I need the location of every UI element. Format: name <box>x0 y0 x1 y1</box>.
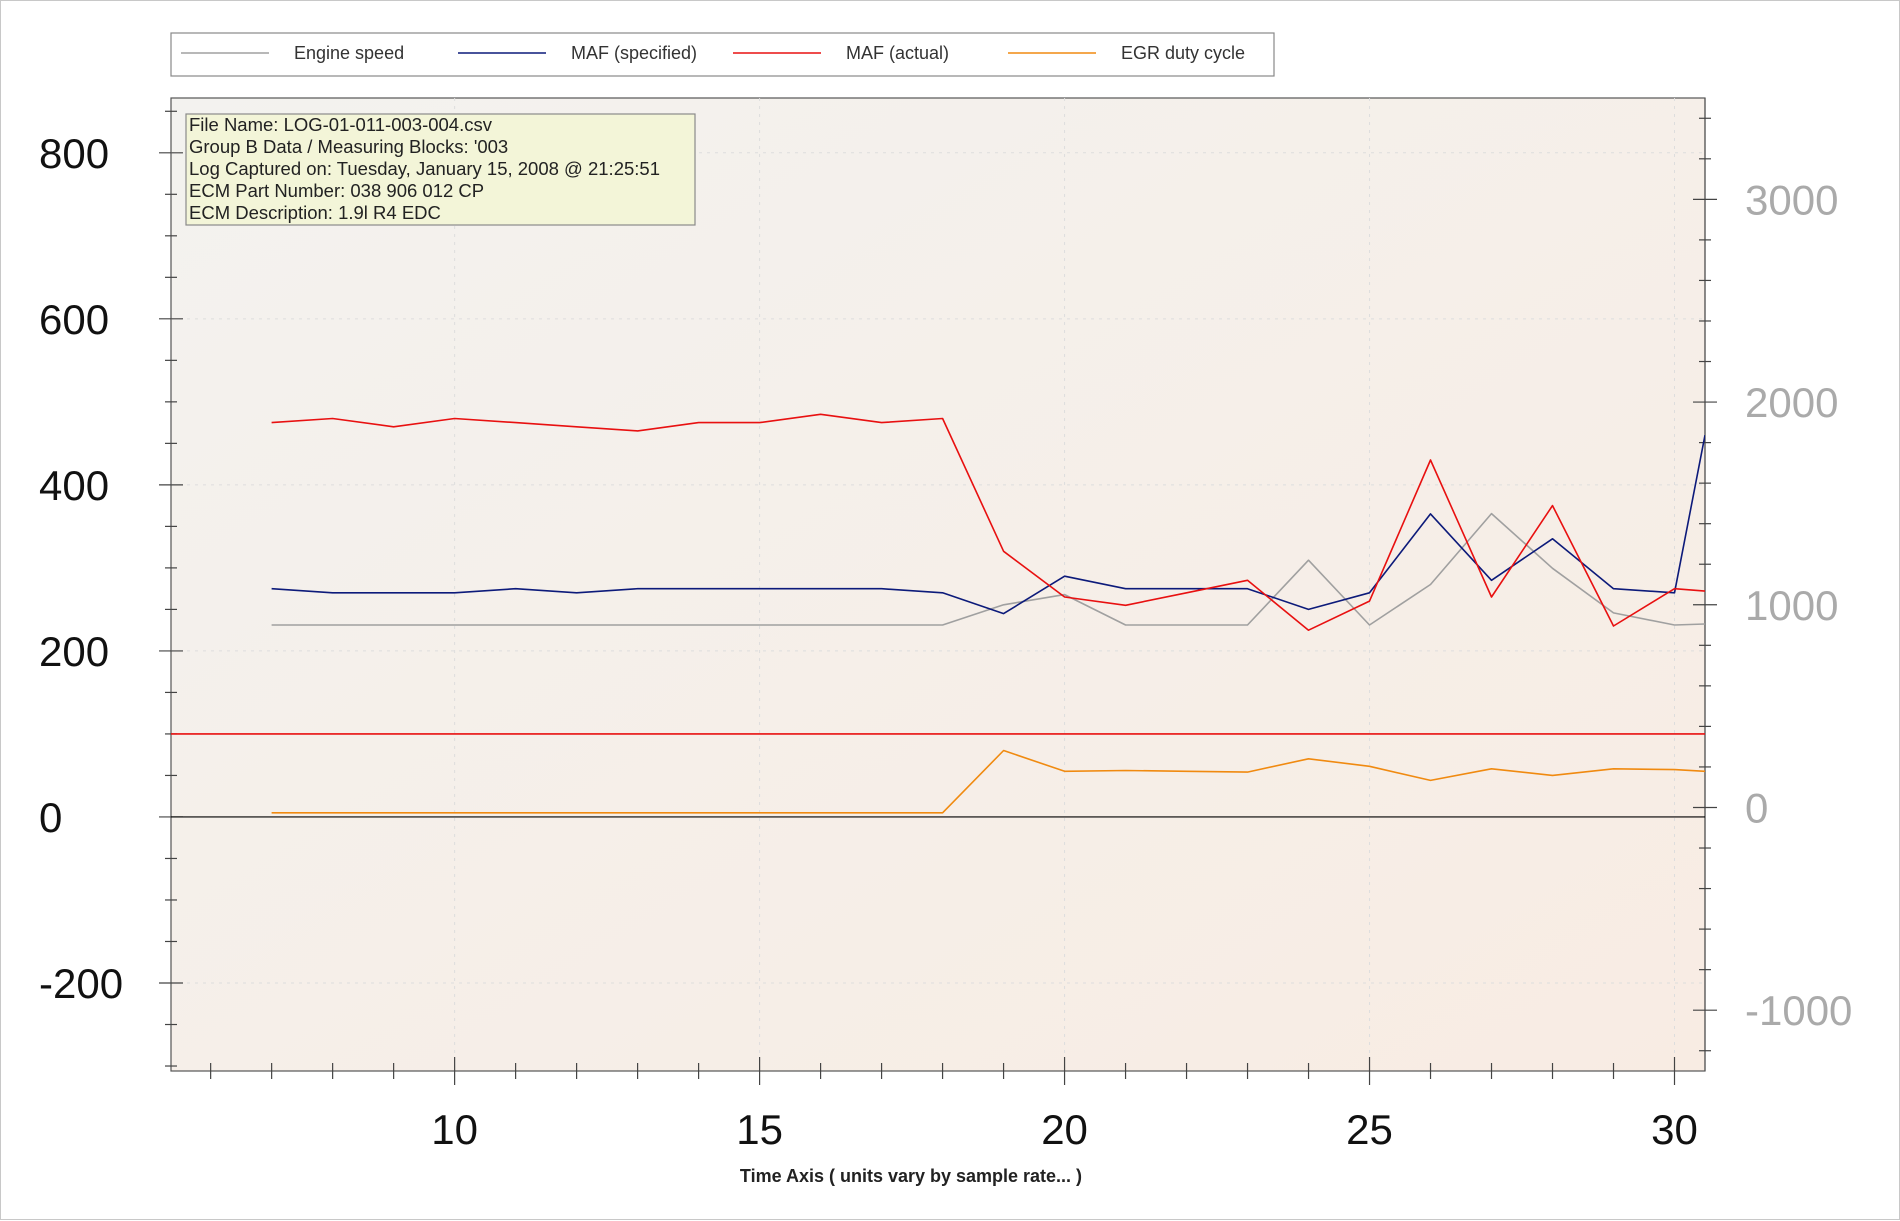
legend-label-engine-speed: Engine speed <box>294 43 404 63</box>
right-tick-label: -1000 <box>1745 987 1852 1034</box>
info-file-name: File Name: LOG-01-011-003-004.csv <box>189 114 493 135</box>
right-tick-label: 1000 <box>1745 582 1838 629</box>
x-tick-label: 30 <box>1651 1106 1698 1153</box>
info-box: File Name: LOG-01-011-003-004.csv Group … <box>185 113 696 226</box>
x-axis-title: Time Axis ( units vary by sample rate...… <box>740 1166 1082 1186</box>
series-line-maf-specified <box>271 434 1705 615</box>
legend: Engine speed MAF (specified) MAF (actual) E… <box>170 32 1275 77</box>
info-group: Group B Data / Measuring Blocks: '003 <box>189 136 508 157</box>
x-tick-label: 20 <box>1041 1106 1088 1153</box>
data-series <box>271 413 1705 814</box>
left-tick-label: 400 <box>39 462 109 509</box>
series-line-egr-duty-cycle <box>271 749 1705 814</box>
right-tick-label: 0 <box>1745 784 1768 831</box>
info-ecm-description: ECM Description: 1.9l R4 EDC <box>189 202 441 223</box>
plot-area <box>170 97 1706 1072</box>
left-axis: -200 0 200 400 600 800 <box>39 110 183 1067</box>
series-line-maf-actual <box>271 413 1705 632</box>
left-tick-label: 600 <box>39 296 109 343</box>
reference-lines <box>171 733 1705 818</box>
right-tick-label: 2000 <box>1745 379 1838 426</box>
series-line-engine-speed <box>271 512 1705 626</box>
info-log-captured: Log Captured on: Tuesday, January 15, 20… <box>189 158 660 179</box>
x-tick-label: 15 <box>736 1106 783 1153</box>
legend-label-maf-actual: MAF (actual) <box>846 43 949 63</box>
x-tick-label: 25 <box>1346 1106 1393 1153</box>
right-axis: -1000 0 1000 2000 3000 <box>1693 98 1852 1071</box>
info-ecm-part: ECM Part Number: 038 906 012 CP <box>189 180 484 201</box>
legend-label-egr-duty-cycle: EGR duty cycle <box>1121 43 1245 63</box>
left-tick-label: -200 <box>39 960 123 1007</box>
left-tick-label: 800 <box>39 130 109 177</box>
x-axis: 10 15 20 25 30 <box>210 1057 1698 1153</box>
legend-label-maf-specified: MAF (specified) <box>571 43 697 63</box>
x-tick-label: 10 <box>431 1106 478 1153</box>
gridlines <box>171 98 1705 1071</box>
right-tick-label: 3000 <box>1745 176 1838 223</box>
left-tick-label: 0 <box>39 794 62 841</box>
left-tick-label: 200 <box>39 628 109 675</box>
